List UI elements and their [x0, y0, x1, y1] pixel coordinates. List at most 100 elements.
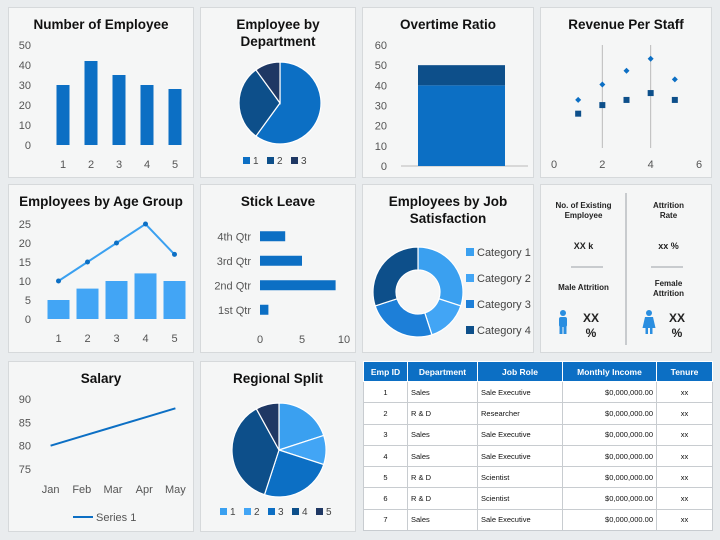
cell-tenure: xx — [656, 402, 713, 425]
x-tick-label: 3 — [113, 333, 119, 345]
existing-employee-label: No. of Existing Employee — [541, 201, 626, 221]
scatter-point — [575, 110, 582, 117]
y-tick-label: 10 — [19, 276, 31, 288]
y-tick-label: 1st Qtr — [218, 305, 251, 317]
pie-slice — [255, 61, 281, 105]
female-attrition-label-line1: Female — [654, 279, 683, 288]
y-tick-label: 40 — [19, 60, 31, 72]
bar — [260, 304, 269, 315]
cell-job-role: Scientist — [477, 466, 563, 489]
trend-point — [56, 278, 61, 284]
legend-label: Category 1 — [477, 247, 531, 259]
y-tick-label: 10 — [19, 120, 31, 132]
department-panel: Employee by Department 1 2 3 — [200, 7, 356, 178]
y-tick-label: 25 — [19, 219, 31, 231]
table-row[interactable]: 4 Sales Sale Executive $0,000,000.00 xx — [363, 444, 713, 468]
y-tick-label: 20 — [19, 238, 31, 250]
female-attrition-label: Female Attrition — [626, 279, 711, 299]
y-tick-label: 50 — [19, 40, 31, 52]
x-tick-label: 2 — [599, 159, 605, 171]
department-title: Employee by Department — [201, 16, 355, 50]
y-tick-label: 5 — [25, 295, 31, 307]
cell-tenure: xx — [656, 444, 713, 468]
y-tick-label: 4th Qtr — [217, 231, 251, 243]
department-title-line1: Employee by — [236, 17, 320, 32]
cell-job-role: Sale Executive — [477, 423, 563, 446]
x-tick-label: Mar — [104, 484, 123, 496]
satisfaction-title-line1: Employees by Job — [388, 194, 508, 209]
cell-department: R & D — [407, 402, 478, 425]
pie-slice — [238, 68, 281, 138]
overtime-title: Overtime Ratio — [399, 17, 497, 32]
age-group-title: Employees by Age Group — [19, 194, 183, 209]
x-tick-label: 0 — [257, 334, 263, 346]
y-tick-label: 10 — [375, 141, 387, 153]
salary-chart: 75 80 85 90 Jan Feb Mar Apr May Series 1 — [19, 394, 187, 524]
legend-label: Category 3 — [477, 299, 531, 311]
leave-chart: 4th Qtr 3rd Qtr 2nd Qtr 1st Qtr 0 5 10 — [214, 231, 350, 346]
x-tick-label: Jan — [42, 484, 60, 496]
legend-swatch — [466, 326, 474, 334]
revenue-title: Revenue Per Staff — [568, 17, 684, 32]
legend-label: 3 — [301, 156, 307, 167]
header-job-role[interactable]: Job Role — [477, 361, 563, 382]
bar — [105, 281, 128, 319]
cell-tenure: xx — [656, 508, 713, 532]
employee-table: Emp ID Department Job Role Monthly Incom… — [363, 361, 713, 532]
salary-title: Salary — [80, 371, 122, 386]
y-tick-label: 85 — [19, 417, 31, 429]
y-tick-label: 30 — [19, 80, 31, 92]
scatter-point — [599, 81, 606, 88]
cell-emp-id: 7 — [363, 508, 408, 532]
y-tick-label: 60 — [375, 40, 387, 52]
scatter-point — [599, 102, 606, 109]
regional-chart: 1 2 3 4 5 — [220, 402, 332, 518]
pie-slice — [417, 246, 464, 307]
male-attrition-pct: % — [585, 326, 597, 340]
table-row[interactable]: 3 Sales Sale Executive $0,000,000.00 xx — [363, 423, 713, 446]
employee-count-chart: 0 10 20 30 40 50 1 2 3 4 5 — [19, 40, 182, 171]
cell-emp-id: 3 — [363, 423, 408, 446]
cell-monthly-income: $0,000,000.00 — [562, 402, 657, 425]
x-tick-label: 5 — [299, 334, 305, 346]
legend-swatch — [291, 157, 298, 164]
age-group-panel: Employees by Age Group 0 5 10 15 20 25 1 2 3 4 5 — [8, 184, 194, 353]
header-emp-id[interactable]: Emp ID — [363, 361, 408, 382]
legend-swatch — [244, 508, 251, 515]
legend-swatch — [243, 157, 250, 164]
header-department[interactable]: Department — [407, 361, 478, 382]
cell-department: Sales — [407, 508, 478, 532]
x-tick-label: 4 — [648, 159, 654, 171]
legend-label: Category 2 — [477, 273, 531, 285]
legend-label: 3 — [278, 507, 284, 518]
trend-point — [114, 240, 119, 246]
male-person-icon — [559, 310, 567, 334]
cell-tenure: xx — [656, 423, 713, 446]
header-tenure[interactable]: Tenure — [656, 361, 713, 382]
header-monthly-income[interactable]: Monthly Income — [562, 361, 657, 382]
satisfaction-title-line2: Satisfaction — [409, 211, 487, 226]
bar — [168, 89, 182, 145]
trend-line — [57, 222, 176, 282]
trend-point — [172, 251, 177, 257]
y-tick-label: 0 — [25, 140, 31, 152]
cell-monthly-income: $0,000,000.00 — [562, 423, 657, 446]
cell-monthly-income: $0,000,000.00 — [562, 466, 657, 489]
kpi-panel: No. of Existing Employee XX k Attrition … — [540, 184, 712, 353]
cell-monthly-income: $0,000,000.00 — [562, 380, 657, 404]
bar — [134, 273, 157, 319]
legend-swatch — [316, 508, 323, 515]
cell-emp-id: 4 — [363, 444, 408, 468]
x-tick-label: May — [165, 484, 186, 496]
pie-slice — [255, 61, 322, 145]
y-tick-label: 0 — [25, 314, 31, 326]
scatter-point — [623, 96, 630, 103]
attrition-rate-value: xx % — [658, 241, 679, 251]
bar-segment — [418, 65, 505, 86]
table-row[interactable]: 1 Sales Sale Executive $0,000,000.00 xx — [363, 380, 713, 404]
pie-slice — [231, 407, 280, 496]
table-row[interactable]: 7 Sales Sale Executive $0,000,000.00 xx — [363, 508, 713, 532]
